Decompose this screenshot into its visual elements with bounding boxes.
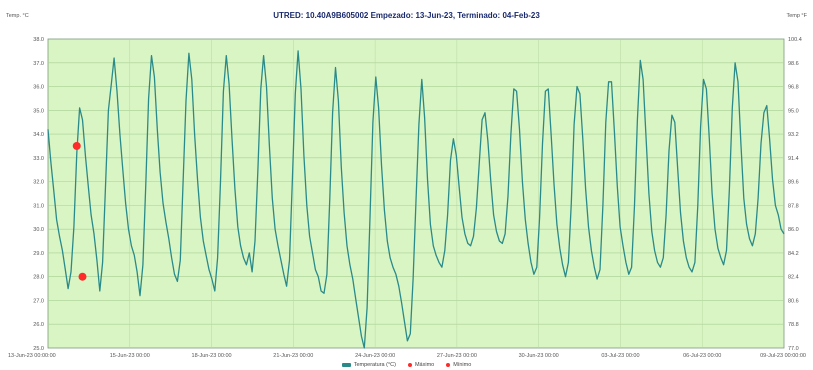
y-tick-label-left: 26.0 — [33, 322, 44, 328]
y-tick-label-left: 38.0 — [33, 37, 44, 43]
left-axis-unit: Temp. °C — [6, 13, 29, 19]
chart-legend: Temperatura (°C) Máximo Mínimo — [0, 362, 813, 368]
y-tick-label-left: 35.0 — [33, 108, 44, 114]
y-tick-label-right: 80.6 — [788, 298, 799, 304]
x-tick-label: 27-Jun-23 00:00 — [437, 353, 477, 359]
y-tick-label-left: 27.0 — [33, 298, 44, 304]
y-tick-label-left: 31.0 — [33, 203, 44, 209]
x-tick-label: 06-Jul-23 00:00 — [683, 353, 721, 359]
y-tick-label-right: 89.6 — [788, 180, 799, 186]
temperature-series-line — [47, 50, 785, 349]
legend-label: Máximo — [414, 362, 435, 368]
legend-item: Máximo — [407, 362, 435, 368]
y-tick-label-right: 77.0 — [788, 346, 799, 352]
legend-item: Mínimo — [446, 362, 471, 368]
legend-swatch — [407, 362, 412, 367]
y-tick-label-left: 32.0 — [33, 180, 44, 186]
legend-swatch — [341, 362, 351, 367]
legend-item: Temperatura (°C) — [341, 362, 396, 368]
y-tick-label-right: 82.4 — [788, 275, 799, 281]
x-tick-label: 03-Jul-23 00:00 — [601, 353, 639, 359]
x-tick-label: 13-Jun-23 00:00:00 — [8, 353, 56, 359]
y-tick-label-right: 93.2 — [788, 132, 799, 138]
y-tick-label-left: 29.0 — [33, 251, 44, 257]
y-tick-label-right: 78.8 — [788, 322, 799, 328]
x-tick-label: 15-Jun-23 00:00 — [110, 353, 150, 359]
y-tick-label-left: 37.0 — [33, 61, 44, 67]
x-tick-label: 30-Jun-23 00:00 — [519, 353, 559, 359]
legend-label: Temperatura (°C) — [353, 362, 396, 368]
y-tick-label-left: 33.0 — [33, 156, 44, 162]
y-tick-label-right: 84.2 — [788, 251, 799, 257]
y-tick-label-right: 87.8 — [788, 203, 799, 209]
y-tick-label-right: 95.0 — [788, 108, 799, 114]
y-tick-label-right: 100.4 — [788, 37, 802, 43]
right-axis-unit: Temp °F — [786, 13, 807, 19]
y-tick-label-right: 91.4 — [788, 156, 799, 162]
max-marker — [72, 141, 81, 150]
y-tick-label-right: 98.6 — [788, 61, 799, 67]
y-tick-label-left: 25.0 — [33, 346, 44, 352]
legend-swatch — [446, 362, 451, 367]
x-tick-label: 24-Jun-23 00:00 — [355, 353, 395, 359]
min-marker — [78, 272, 87, 281]
x-tick-label: 18-Jun-23 00:00 — [192, 353, 232, 359]
y-tick-label-left: 36.0 — [33, 85, 44, 91]
y-tick-label-left: 30.0 — [33, 227, 44, 233]
y-tick-label-left: 28.0 — [33, 275, 44, 281]
x-tick-label: 21-Jun-23 00:00 — [273, 353, 313, 359]
y-tick-label-left: 34.0 — [33, 132, 44, 138]
y-tick-label-right: 86.0 — [788, 227, 799, 233]
y-tick-label-right: 96.8 — [788, 85, 799, 91]
chart-title: UTRED: 10.40A9B605002 Empezado: 13-Jun-2… — [273, 11, 540, 20]
legend-label: Mínimo — [453, 362, 472, 368]
x-tick-label: 09-Jul-23 00:00:00 — [760, 353, 806, 359]
